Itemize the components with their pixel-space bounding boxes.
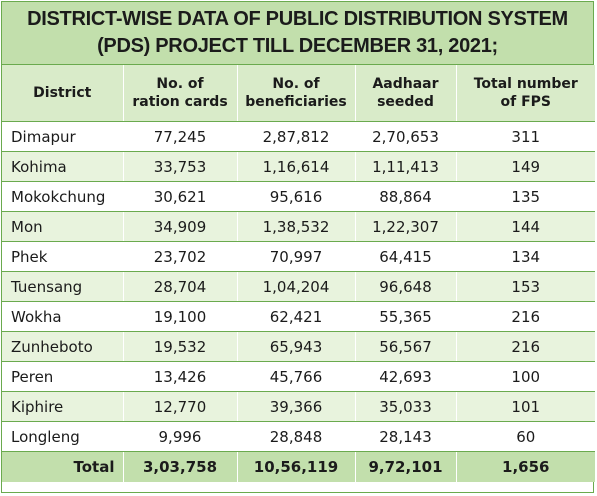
- cell-beneficiaries: 1,38,532: [237, 211, 356, 242]
- header-beneficiaries-line1: No. of: [272, 76, 320, 92]
- header-beneficiaries-line2: beneficiaries: [245, 94, 347, 110]
- table-row: Tuensang 28,704 1,04,204 96,648 153: [2, 271, 595, 302]
- total-row: Total 3,03,758 10,56,119 9,72,101 1,656: [2, 451, 595, 482]
- cell-fps: 134: [456, 241, 595, 272]
- cell-aadhaar: 64,415: [355, 241, 457, 272]
- cell-aadhaar: 2,70,653: [355, 121, 457, 152]
- total-fps: 1,656: [456, 451, 595, 482]
- cell-beneficiaries: 39,366: [237, 391, 356, 422]
- table-row: Mokokchung 30,621 95,616 88,864 135: [2, 181, 595, 212]
- title-line-1: DISTRICT-WISE DATA OF PUBLIC DISTRIBUTIO…: [27, 8, 568, 30]
- header-fps: Total number of FPS: [456, 65, 595, 122]
- cell-aadhaar: 35,033: [355, 391, 457, 422]
- header-beneficiaries: No. of beneficiaries: [237, 65, 356, 122]
- header-aadhaar-line2: seeded: [377, 94, 434, 110]
- header-ration-cards-line1: No. of: [156, 76, 204, 92]
- cell-fps: 153: [456, 271, 595, 302]
- cell-district: Wokha: [2, 301, 124, 332]
- cell-beneficiaries: 1,16,614: [237, 151, 356, 182]
- cell-aadhaar: 96,648: [355, 271, 457, 302]
- cell-aadhaar: 55,365: [355, 301, 457, 332]
- total-ration-cards: 3,03,758: [123, 451, 238, 482]
- cell-ration-cards: 33,753: [123, 151, 238, 182]
- cell-fps: 135: [456, 181, 595, 212]
- table-title: DISTRICT-WISE DATA OF PUBLIC DISTRIBUTIO…: [2, 2, 593, 65]
- total-beneficiaries: 10,56,119: [237, 451, 356, 482]
- title-line-2: (PDS) PROJECT TILL DECEMBER 31, 2021;: [97, 35, 498, 57]
- cell-ration-cards: 30,621: [123, 181, 238, 212]
- cell-beneficiaries: 45,766: [237, 361, 356, 392]
- cell-district: Longleng: [2, 421, 124, 452]
- table-footer: Total 3,03,758 10,56,119 9,72,101 1,656: [2, 451, 595, 482]
- header-fps-line2: of FPS: [500, 94, 552, 110]
- table-row: Zunheboto 19,532 65,943 56,567 216: [2, 331, 595, 362]
- cell-aadhaar: 42,693: [355, 361, 457, 392]
- cell-aadhaar: 1,11,413: [355, 151, 457, 182]
- header-ration-cards-line2: ration cards: [132, 94, 228, 110]
- cell-aadhaar: 56,567: [355, 331, 457, 362]
- cell-aadhaar: 1,22,307: [355, 211, 457, 242]
- cell-beneficiaries: 95,616: [237, 181, 356, 212]
- cell-district: Mon: [2, 211, 124, 242]
- table-row: Peren 13,426 45,766 42,693 100: [2, 361, 595, 392]
- cell-district: Zunheboto: [2, 331, 124, 362]
- cell-ration-cards: 34,909: [123, 211, 238, 242]
- cell-beneficiaries: 1,04,204: [237, 271, 356, 302]
- cell-ration-cards: 77,245: [123, 121, 238, 152]
- cell-fps: 216: [456, 331, 595, 362]
- cell-district: Mokokchung: [2, 181, 124, 212]
- table-row: Wokha 19,100 62,421 55,365 216: [2, 301, 595, 332]
- table-row: Kohima 33,753 1,16,614 1,11,413 149: [2, 151, 595, 182]
- table-header: District No. of ration cards No. of bene…: [2, 65, 595, 122]
- cell-ration-cards: 23,702: [123, 241, 238, 272]
- cell-fps: 60: [456, 421, 595, 452]
- header-aadhaar: Aadhaar seeded: [355, 65, 457, 122]
- table-row: Longleng 9,996 28,848 28,143 60: [2, 421, 595, 452]
- cell-district: Dimapur: [2, 121, 124, 152]
- cell-fps: 100: [456, 361, 595, 392]
- header-ration-cards: No. of ration cards: [123, 65, 238, 122]
- cell-district: Phek: [2, 241, 124, 272]
- cell-fps: 149: [456, 151, 595, 182]
- table-row: Dimapur 77,245 2,87,812 2,70,653 311: [2, 121, 595, 152]
- cell-ration-cards: 19,532: [123, 331, 238, 362]
- cell-beneficiaries: 62,421: [237, 301, 356, 332]
- total-label: Total: [2, 451, 124, 482]
- cell-district: Kiphire: [2, 391, 124, 422]
- total-aadhaar: 9,72,101: [355, 451, 457, 482]
- cell-district: Tuensang: [2, 271, 124, 302]
- header-fps-line1: Total number: [473, 76, 578, 92]
- cell-ration-cards: 28,704: [123, 271, 238, 302]
- cell-district: Peren: [2, 361, 124, 392]
- header-aadhaar-line1: Aadhaar: [372, 76, 439, 92]
- cell-beneficiaries: 65,943: [237, 331, 356, 362]
- table-row: Phek 23,702 70,997 64,415 134: [2, 241, 595, 272]
- cell-beneficiaries: 28,848: [237, 421, 356, 452]
- cell-fps: 101: [456, 391, 595, 422]
- cell-ration-cards: 13,426: [123, 361, 238, 392]
- cell-district: Kohima: [2, 151, 124, 182]
- header-district: District: [2, 65, 124, 122]
- pds-table: District No. of ration cards No. of bene…: [2, 65, 595, 482]
- cell-ration-cards: 12,770: [123, 391, 238, 422]
- table-body: Dimapur 77,245 2,87,812 2,70,653 311 Koh…: [2, 121, 595, 452]
- header-district-label: District: [33, 85, 92, 101]
- cell-beneficiaries: 70,997: [237, 241, 356, 272]
- cell-aadhaar: 88,864: [355, 181, 457, 212]
- cell-aadhaar: 28,143: [355, 421, 457, 452]
- header-row: District No. of ration cards No. of bene…: [2, 65, 595, 122]
- cell-fps: 144: [456, 211, 595, 242]
- table-row: Mon 34,909 1,38,532 1,22,307 144: [2, 211, 595, 242]
- cell-fps: 216: [456, 301, 595, 332]
- cell-ration-cards: 9,996: [123, 421, 238, 452]
- cell-beneficiaries: 2,87,812: [237, 121, 356, 152]
- cell-ration-cards: 19,100: [123, 301, 238, 332]
- cell-fps: 311: [456, 121, 595, 152]
- table-row: Kiphire 12,770 39,366 35,033 101: [2, 391, 595, 422]
